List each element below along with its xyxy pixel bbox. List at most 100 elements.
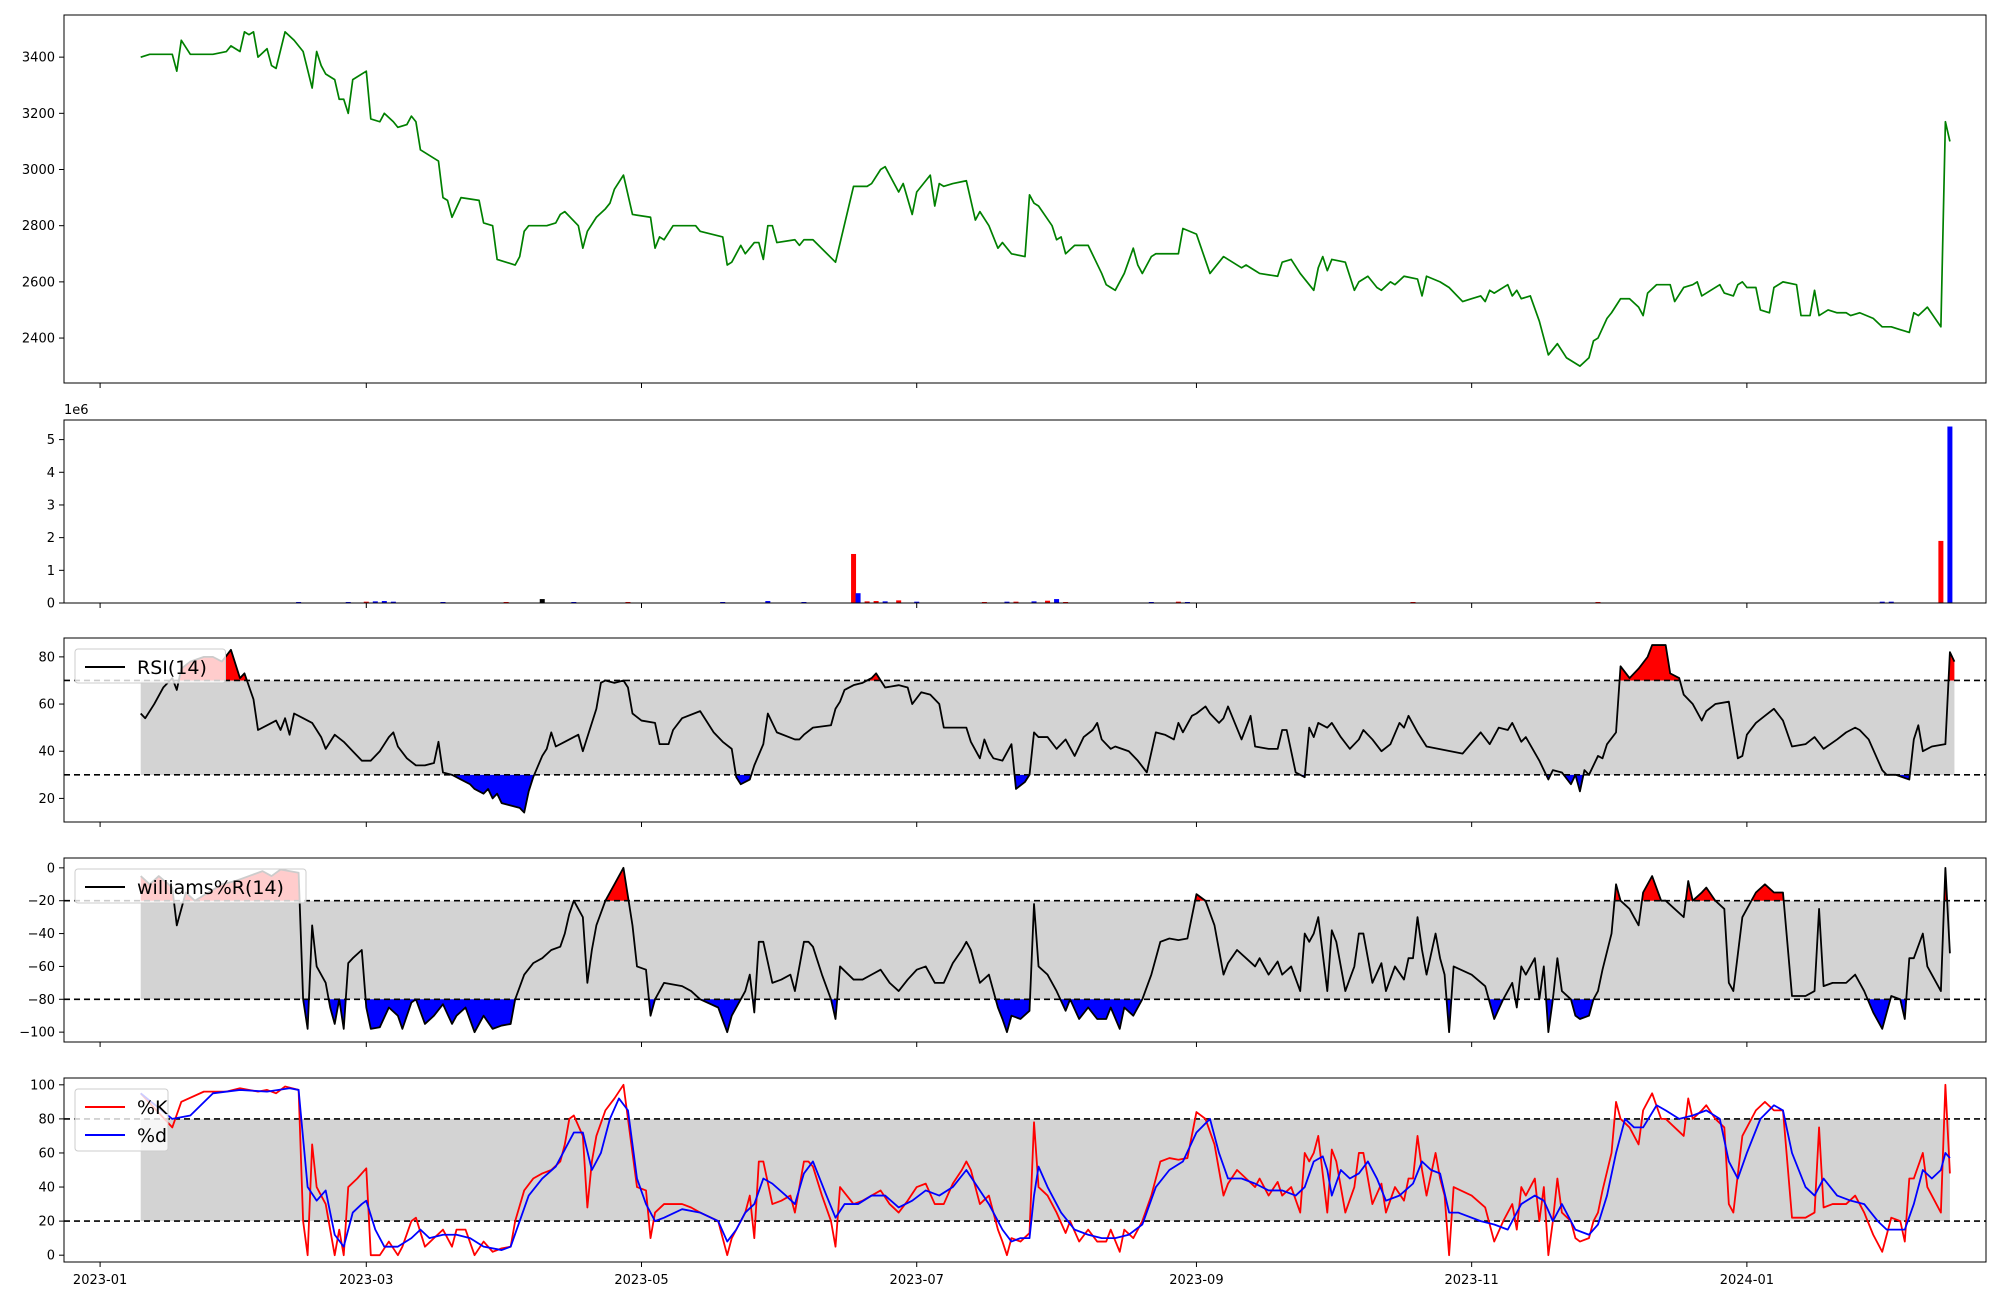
x-tick-label: 2023-01 <box>73 1273 127 1288</box>
legend: %K %d <box>74 1088 169 1152</box>
volume-panel: 0 1 2 3 4 5 1e6 <box>47 403 1987 612</box>
volume-bar <box>1947 426 1953 603</box>
overbought-fill <box>1619 645 1680 681</box>
oversold-fill <box>1570 999 1594 1019</box>
y-tick-label: 40 <box>38 745 55 760</box>
y-tick-label: 80 <box>38 1112 55 1127</box>
price-line <box>140 31 1951 367</box>
y-tick-label: 1 <box>47 564 55 579</box>
stochastic-panel: 0 20 40 60 80 100 %K %d <box>30 1077 1987 1264</box>
overbought-fill <box>605 867 629 901</box>
x-tick-label: 2023-11 <box>1444 1273 1498 1288</box>
overbought-fill <box>1692 887 1716 901</box>
y-tick-label: 4 <box>47 466 55 481</box>
volume-bar <box>1045 600 1051 603</box>
y-tick-label: 60 <box>38 698 55 713</box>
y-tick-label: 20 <box>38 792 55 807</box>
y-tick-label: 2 <box>47 531 55 546</box>
volume-bar <box>896 600 902 603</box>
plot-frame <box>63 637 1987 823</box>
y-tick-label: 80 <box>38 650 55 665</box>
indicator-line <box>140 866 1951 1034</box>
volume-bar <box>363 601 369 603</box>
y-tick-label: 3200 <box>22 107 55 122</box>
indicator-line <box>140 1087 1951 1251</box>
y-tick-label: 40 <box>38 1181 55 1196</box>
y-tick-label: −100 <box>19 1026 55 1041</box>
volume-bar <box>855 593 861 603</box>
y-tick-label: 3000 <box>22 163 55 178</box>
indicator-line <box>140 644 1956 814</box>
oversold-fill <box>1488 999 1504 1019</box>
y-tick-label: 20 <box>38 1215 55 1230</box>
volume-bar <box>765 601 771 603</box>
volume-bar <box>1031 601 1037 603</box>
y-tick-label: 3 <box>47 498 55 513</box>
legend-label: williams%R(14) <box>137 877 284 899</box>
volume-bar <box>1004 601 1010 603</box>
volume-bar <box>1879 601 1885 603</box>
volume-bar <box>851 553 857 603</box>
y-tick-label: 2600 <box>22 275 55 290</box>
neutral-band <box>140 680 1955 775</box>
plot-frame <box>63 14 1987 384</box>
oversold-fill <box>365 999 416 1029</box>
y-tick-label: 5 <box>47 433 55 448</box>
y-tick-label: 3400 <box>22 51 55 66</box>
plot-frame <box>63 1077 1987 1263</box>
volume-bar <box>882 601 888 603</box>
legend-box <box>74 648 226 684</box>
x-tick-label: 2024-01 <box>1720 1273 1774 1288</box>
y-tick-label: 0 <box>47 1249 55 1264</box>
legend-label: %d <box>137 1125 167 1147</box>
oversold-fill <box>1014 774 1030 789</box>
price-panel: 2400 2600 2800 3000 3200 3400 <box>22 14 1987 384</box>
x-tick-label: 2023-07 <box>890 1273 944 1288</box>
x-tick-label: 2023-03 <box>339 1273 393 1288</box>
y-tick-label: 60 <box>38 1146 55 1161</box>
neutral-band <box>140 1118 1950 1222</box>
volume-bar <box>381 601 387 603</box>
plot-frame <box>63 857 1987 1043</box>
volume-bar <box>390 601 396 603</box>
overbought-fill <box>1641 876 1662 901</box>
oversold-fill <box>415 999 516 1033</box>
legend: RSI(14) <box>74 648 226 684</box>
y-tick-label: 2400 <box>22 332 55 347</box>
x-tick-label: 2023-09 <box>1169 1273 1223 1288</box>
y-tick-label: −80 <box>28 993 55 1008</box>
rsi-panel: 20 40 60 80 RSI(14) <box>38 637 1987 823</box>
volume-bar <box>1013 601 1019 603</box>
neutral-band <box>140 900 1950 1000</box>
y-tick-label: 2800 <box>22 219 55 234</box>
volume-scale-label: 1e6 <box>64 403 89 418</box>
oversold-fill <box>1060 999 1071 1011</box>
volume-bar <box>914 601 920 603</box>
y-tick-label: −20 <box>28 894 55 909</box>
volume-bar <box>1175 601 1181 603</box>
legend: williams%R(14) <box>74 868 307 904</box>
volume-bar <box>372 601 378 603</box>
oversold-fill <box>452 774 535 813</box>
volume-bar <box>1888 601 1894 603</box>
y-tick-label: −40 <box>28 927 55 942</box>
y-tick-label: 0 <box>47 597 55 612</box>
volume-bar <box>539 599 545 603</box>
legend-label: %K <box>137 1097 168 1119</box>
oversold-fill <box>328 999 340 1024</box>
legend-box <box>74 868 307 904</box>
overbought-fill <box>1751 884 1784 901</box>
oversold-fill <box>700 999 741 1033</box>
volume-bar <box>1938 540 1944 603</box>
volume-bar <box>1054 599 1060 603</box>
y-tick-label: 0 <box>47 861 55 876</box>
x-tick-label: 2023-05 <box>614 1273 668 1288</box>
legend-label: RSI(14) <box>137 657 207 679</box>
volume-bar <box>864 601 870 603</box>
volume-bar <box>873 601 879 603</box>
williams-panel: −100 −80 −60 −40 −20 0 williams%R(14) <box>19 857 1987 1043</box>
oversold-fill <box>1867 999 1891 1029</box>
plot-frame <box>63 419 1987 604</box>
y-tick-label: −60 <box>28 960 55 975</box>
